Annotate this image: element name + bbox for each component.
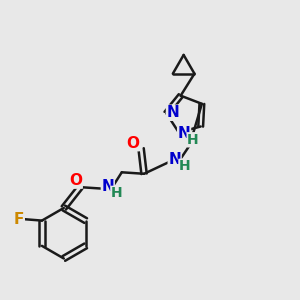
Text: N: N [168,152,181,167]
Text: H: H [187,133,199,147]
Text: O: O [126,136,139,151]
Text: N: N [101,179,114,194]
Text: F: F [14,212,24,226]
Text: N: N [167,105,179,120]
Text: N: N [178,126,190,141]
Text: H: H [111,186,122,200]
Text: H: H [179,159,190,173]
Text: O: O [69,173,82,188]
